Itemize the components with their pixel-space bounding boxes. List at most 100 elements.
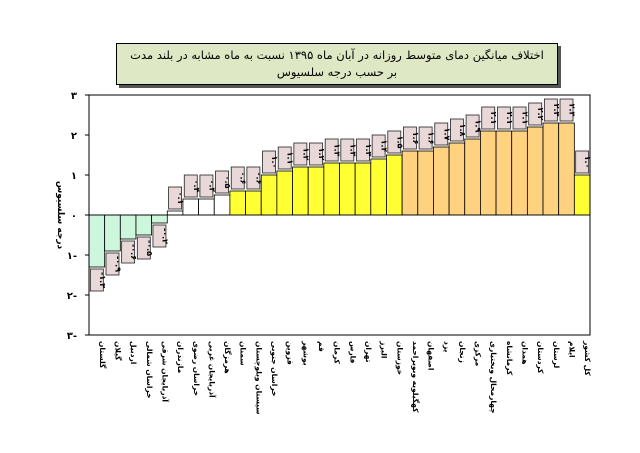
bar	[198, 198, 215, 216]
category-label: آذربایجان غربی	[207, 341, 217, 398]
category-label: کل کشور	[583, 340, 592, 376]
category-label: آذربایجان شرقی	[160, 341, 170, 402]
data-label: ۱.۲	[317, 148, 326, 161]
y-tick-label: ۰	[71, 211, 77, 222]
bar	[401, 150, 419, 216]
category-label: همدان	[521, 341, 530, 365]
data-label-box	[230, 166, 245, 190]
bar	[339, 162, 356, 216]
category-label: لرستان	[552, 341, 561, 368]
category-label: قم	[317, 341, 326, 352]
bar	[495, 130, 513, 216]
category-label: قزوین	[286, 341, 295, 365]
data-label: ۲.۱	[505, 112, 514, 125]
category-label: کرمانشاه	[505, 341, 514, 376]
data-label: ۲.۱	[521, 112, 530, 125]
data-label-box	[496, 106, 511, 130]
category-label: خوزستان	[395, 341, 404, 375]
data-label: ۱.۳	[348, 144, 357, 157]
data-label-box	[450, 118, 464, 142]
data-label: ۲.۲	[536, 108, 545, 121]
category-label: اصفهان	[427, 341, 436, 370]
data-label: ۱.۸	[458, 124, 467, 137]
category-label: تهران	[364, 341, 373, 363]
bar	[135, 214, 153, 236]
category-label: زنجان	[458, 341, 467, 363]
data-label: ۰.۴	[207, 180, 216, 193]
data-label-box	[418, 126, 433, 150]
bar	[433, 146, 450, 216]
data-label-box	[89, 268, 104, 292]
category-label: بوشهر	[301, 340, 310, 366]
data-label: ۱.۶	[411, 132, 420, 145]
bar	[276, 170, 293, 216]
data-label: ۰.۶	[254, 172, 263, 185]
bar	[511, 130, 528, 216]
data-label-box	[559, 98, 574, 122]
category-label: خراسان رضوی	[192, 341, 201, 396]
data-label: ۰.۴	[192, 180, 201, 193]
data-label: -۰.۶	[129, 244, 138, 260]
data-label: -۰.۵	[145, 240, 154, 256]
data-label: -۰.۹	[113, 256, 122, 272]
y-tick-label: ۱-	[67, 251, 77, 262]
data-label-box	[512, 106, 527, 130]
data-label: ۱.۲	[301, 148, 310, 161]
data-label-box	[324, 138, 339, 162]
bar	[292, 166, 309, 216]
data-label-box	[356, 138, 370, 162]
data-label-box	[434, 122, 449, 146]
category-label: خراسان جنوبی	[270, 341, 279, 396]
data-label: ۲.۳	[568, 104, 577, 117]
category-label: ایلام	[568, 341, 577, 358]
data-label: ۰.۵	[223, 176, 232, 189]
category-label: البرز	[380, 340, 389, 358]
category-label: مازندران	[176, 341, 185, 374]
bar	[151, 214, 168, 224]
category-label: کرمان	[333, 341, 342, 365]
data-label: ۱.۹	[474, 120, 483, 133]
category-label: گیلان	[113, 341, 122, 361]
y-tick-label: ۳-	[67, 331, 77, 342]
data-label-box	[215, 170, 229, 194]
data-label-box	[105, 252, 120, 276]
data-label-box	[121, 240, 136, 264]
chart-subtitle: بر حسب درجه سلسیوس	[276, 65, 398, 79]
bar	[229, 190, 246, 216]
data-label-box	[168, 186, 183, 210]
data-label-box	[199, 174, 214, 198]
bar	[245, 190, 262, 216]
category-label: فارس	[348, 341, 357, 363]
y-tick-label: ۳	[71, 91, 77, 102]
bar	[417, 150, 434, 216]
y-tick-label: ۲-	[67, 291, 77, 302]
bar	[480, 130, 497, 216]
data-label-box	[309, 142, 323, 166]
bar	[573, 174, 591, 216]
data-label: ۱.۴	[380, 140, 389, 153]
category-label: کردستان	[536, 341, 545, 374]
data-label: ۱.۶	[427, 132, 436, 145]
data-label-box	[465, 114, 480, 138]
data-label-box	[528, 102, 543, 126]
data-label-box	[136, 236, 151, 260]
bar	[526, 126, 544, 216]
bar	[104, 214, 121, 252]
data-label: ۱.۰	[583, 156, 592, 169]
category-label: هرمزگان	[223, 341, 232, 374]
category-label: سیستان وبلوچستان	[254, 341, 263, 415]
data-label-box	[262, 150, 276, 174]
category-label: کهگیلویه وبویراحمد	[411, 341, 420, 413]
data-label-box	[403, 126, 417, 150]
bar	[323, 162, 340, 216]
bar	[119, 214, 137, 240]
bar	[386, 154, 403, 216]
data-label-box	[152, 224, 167, 248]
chart-title-box: اختلاف میانگین دمای متوسط روزانه در آبان…	[116, 43, 558, 85]
data-label-box	[371, 134, 386, 158]
bar	[448, 142, 466, 216]
data-label-box	[246, 166, 261, 190]
data-label: ۰.۶	[239, 172, 248, 185]
bar	[213, 194, 231, 216]
